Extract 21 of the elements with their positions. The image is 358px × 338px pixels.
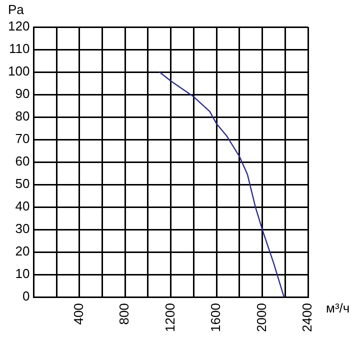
y-tick-label: 100 xyxy=(8,64,30,79)
x-tick-label: 2400 xyxy=(300,303,315,332)
x-tick-label: 400 xyxy=(70,303,86,325)
y-tick-label: 50 xyxy=(15,176,30,192)
y-tick-label: 70 xyxy=(15,131,30,146)
y-tick-label: 110 xyxy=(8,41,30,56)
y-tick-label: 90 xyxy=(15,86,30,102)
y-axis-title: Pa xyxy=(8,2,25,18)
y-tick-label: 40 xyxy=(15,198,30,214)
x-tick-label: 1600 xyxy=(208,303,224,332)
x-tick-label: 1200 xyxy=(162,303,178,332)
y-tick-label: 0 xyxy=(22,288,30,304)
y-tick-label: 30 xyxy=(15,221,30,236)
y-tick-label: 10 xyxy=(15,266,30,282)
y-tick-label: 60 xyxy=(15,154,30,169)
y-tick-label: 80 xyxy=(15,108,30,124)
x-tick-label: 800 xyxy=(116,303,132,325)
y-tick-label: 20 xyxy=(15,244,30,259)
x-axis-title: м³/ч xyxy=(326,300,350,316)
y-tick-label: 120 xyxy=(8,18,30,34)
x-tick-label: 2000 xyxy=(254,303,269,332)
